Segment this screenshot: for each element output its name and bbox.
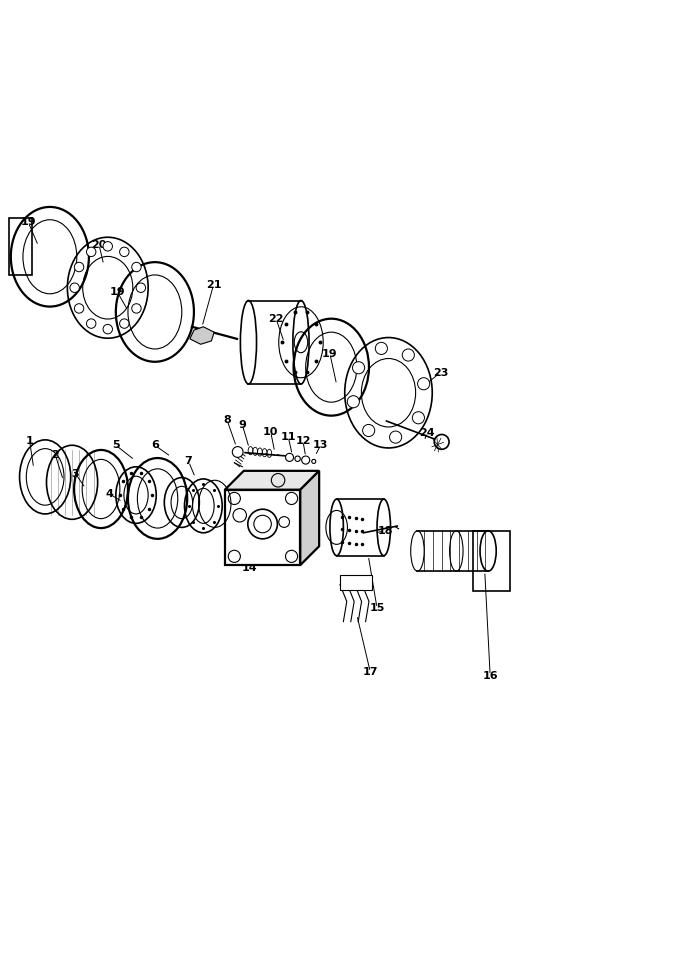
- Circle shape: [87, 247, 96, 256]
- Bar: [225, 490, 300, 565]
- Circle shape: [434, 434, 449, 449]
- Circle shape: [347, 395, 360, 408]
- Circle shape: [74, 304, 84, 313]
- Text: 6: 6: [248, 503, 256, 512]
- Text: 22: 22: [268, 314, 284, 323]
- Circle shape: [352, 361, 364, 374]
- Text: 24: 24: [419, 429, 435, 438]
- Circle shape: [301, 456, 310, 464]
- Polygon shape: [300, 470, 319, 565]
- Text: 20: 20: [91, 240, 107, 249]
- Circle shape: [418, 378, 430, 390]
- Text: 15: 15: [369, 603, 385, 614]
- Text: 19: 19: [110, 286, 125, 297]
- Text: 17: 17: [362, 667, 378, 677]
- Polygon shape: [190, 326, 214, 344]
- Text: 12: 12: [295, 436, 311, 446]
- Text: 19: 19: [322, 349, 338, 358]
- Text: 16: 16: [483, 670, 498, 681]
- Text: 4: 4: [105, 489, 113, 499]
- Ellipse shape: [330, 499, 343, 556]
- Text: 2: 2: [51, 450, 59, 460]
- Text: 21: 21: [206, 281, 221, 290]
- Text: 19: 19: [20, 217, 36, 227]
- Text: 10: 10: [263, 427, 279, 436]
- Circle shape: [132, 262, 141, 272]
- Circle shape: [295, 456, 300, 462]
- Circle shape: [233, 447, 243, 458]
- Text: 1: 1: [26, 436, 34, 446]
- Ellipse shape: [241, 301, 256, 384]
- Circle shape: [70, 283, 79, 292]
- Circle shape: [120, 318, 129, 328]
- Circle shape: [103, 242, 112, 251]
- Text: 23: 23: [433, 367, 448, 378]
- Circle shape: [389, 431, 402, 443]
- Text: 6: 6: [151, 440, 159, 450]
- Polygon shape: [225, 470, 319, 490]
- Circle shape: [375, 342, 387, 355]
- Text: 5: 5: [112, 440, 120, 450]
- Text: 11: 11: [281, 431, 296, 441]
- Circle shape: [87, 318, 96, 328]
- Circle shape: [120, 247, 129, 256]
- Text: 3: 3: [72, 468, 79, 478]
- Circle shape: [132, 304, 141, 313]
- Circle shape: [136, 283, 145, 292]
- Circle shape: [402, 349, 414, 361]
- Text: 7: 7: [185, 457, 193, 467]
- Text: 13: 13: [313, 440, 328, 450]
- Text: 9: 9: [239, 420, 246, 431]
- Circle shape: [362, 425, 375, 436]
- Circle shape: [412, 412, 425, 424]
- Circle shape: [103, 324, 112, 334]
- Text: 18: 18: [377, 526, 393, 536]
- Circle shape: [312, 460, 316, 464]
- Circle shape: [74, 262, 84, 272]
- Text: 8: 8: [223, 415, 231, 425]
- Circle shape: [285, 453, 293, 462]
- Bar: [340, 576, 372, 590]
- Text: 14: 14: [241, 563, 257, 573]
